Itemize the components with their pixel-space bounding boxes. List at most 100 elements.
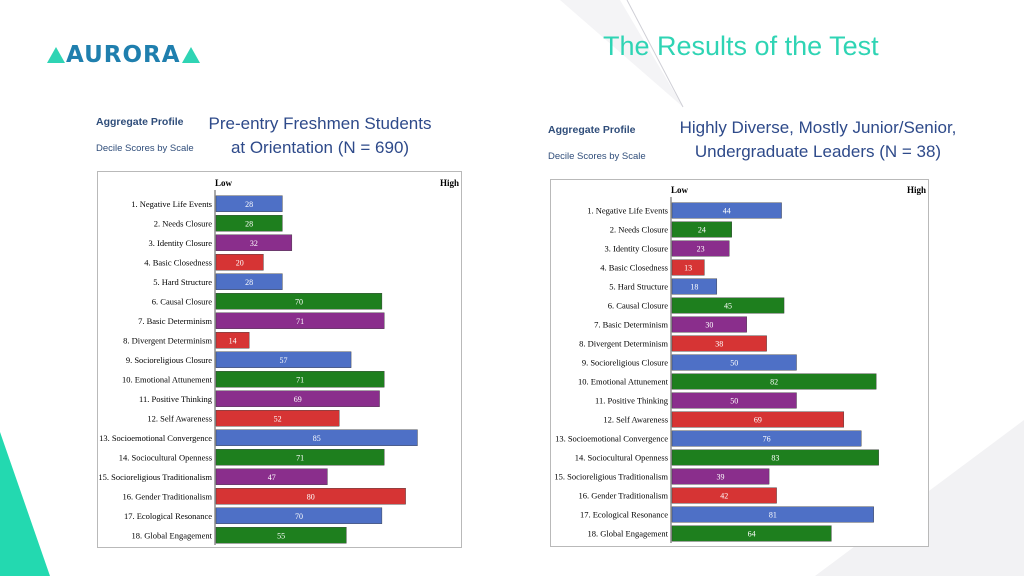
category-label: 13. Socioemotional Convergence xyxy=(555,434,668,444)
category-label: 3. Identity Closure xyxy=(604,244,668,254)
bar xyxy=(671,468,770,485)
bar-value-label: 50 xyxy=(730,397,738,406)
bar xyxy=(215,527,347,544)
bar-value-label: 82 xyxy=(770,378,778,387)
bar xyxy=(215,332,250,349)
left-chart-panel: Low High 1. Negative Life Events 28 2. Needs… xyxy=(97,171,462,548)
bar xyxy=(671,259,705,276)
bar-value-label: 28 xyxy=(245,219,253,228)
category-label: 9. Socioreligious Closure xyxy=(582,358,668,368)
bar xyxy=(215,449,385,466)
category-label: 13. Socioemotional Convergence xyxy=(99,433,212,443)
bar xyxy=(215,488,406,505)
logo-text: AURORA xyxy=(66,42,181,68)
bar-value-label: 70 xyxy=(295,512,303,521)
right-caption-line2: Undergraduate Leaders (N = 38) xyxy=(694,142,942,161)
bar xyxy=(671,487,777,504)
bar-value-label: 45 xyxy=(724,302,732,311)
bar xyxy=(215,254,264,271)
bar-value-label: 24 xyxy=(698,226,706,235)
bar xyxy=(671,525,832,542)
bar xyxy=(671,278,718,295)
bar xyxy=(215,390,380,407)
top-triangle-edge xyxy=(626,0,684,108)
axis-low-label: Low xyxy=(215,178,233,188)
category-label: 15. Socioreligious Traditionalism xyxy=(98,472,212,482)
category-label: 16. Gender Traditionalism xyxy=(579,491,669,501)
bar xyxy=(215,371,385,388)
slide-title: The Results of the Test xyxy=(603,31,879,61)
bar-value-label: 23 xyxy=(697,245,705,254)
bar-value-label: 20 xyxy=(236,258,244,267)
bar xyxy=(671,373,877,390)
left-caption-line2: at Orientation (N = 690) xyxy=(230,138,410,157)
category-label: 1. Negative Life Events xyxy=(131,199,212,209)
left-decile-scores-label: Decile Scores by Scale xyxy=(96,143,194,154)
bar-value-label: 69 xyxy=(294,395,302,404)
bar xyxy=(215,293,383,310)
bar-value-label: 71 xyxy=(296,317,304,326)
logo-triangle-icon xyxy=(181,47,200,63)
axis-high-label: High xyxy=(440,178,459,188)
bar-value-label: 30 xyxy=(705,321,713,330)
category-label: 8. Divergent Determinism xyxy=(123,335,212,345)
bar-value-label: 71 xyxy=(296,375,304,384)
bar-value-label: 71 xyxy=(296,453,304,462)
bar xyxy=(215,215,283,232)
bottom-left-triangle-decoration xyxy=(0,432,50,576)
left-caption: Pre-entry Freshmen Students at Orientati… xyxy=(186,112,454,160)
right-caption: Highly Diverse, Mostly Junior/Senior, Un… xyxy=(650,116,986,164)
bar xyxy=(671,221,732,238)
category-label: 4. Basic Closedness xyxy=(600,263,668,273)
left-bar-chart: Low High 1. Negative Life Events 28 2. Needs… xyxy=(98,178,459,545)
bar-value-label: 69 xyxy=(754,416,762,425)
category-label: 5. Hard Structure xyxy=(609,282,668,292)
right-caption-line1: Highly Diverse, Mostly Junior/Senior, xyxy=(679,118,957,137)
bar xyxy=(671,449,879,466)
category-label: 1. Negative Life Events xyxy=(587,206,668,216)
bar-value-label: 39 xyxy=(717,473,725,482)
aurora-logo: AURORA xyxy=(46,40,201,70)
bar-value-label: 47 xyxy=(268,473,276,482)
category-label: 6. Causal Closure xyxy=(152,296,212,306)
bar xyxy=(215,351,352,368)
left-aggregate-profile-label: Aggregate Profile xyxy=(96,116,184,128)
bar xyxy=(215,429,418,446)
category-label: 11. Positive Thinking xyxy=(595,396,669,406)
bar-value-label: 14 xyxy=(229,336,237,345)
bar-value-label: 13 xyxy=(684,264,692,273)
right-bar-chart: Low High 1. Negative Life Events 44 2. Needs… xyxy=(554,185,926,543)
bar xyxy=(215,273,283,290)
bar-value-label: 83 xyxy=(771,454,779,463)
bar-value-label: 42 xyxy=(720,492,728,501)
bar-value-label: 28 xyxy=(245,200,253,209)
category-label: 14. Sociocultural Openness xyxy=(119,452,212,462)
bar-value-label: 44 xyxy=(723,207,731,216)
bar-value-label: 28 xyxy=(245,278,253,287)
bar-value-label: 81 xyxy=(769,511,777,520)
bar xyxy=(671,411,845,428)
category-label: 7. Basic Determinism xyxy=(594,320,668,330)
axis-low-label: Low xyxy=(671,185,689,195)
category-label: 11. Positive Thinking xyxy=(139,394,213,404)
bar xyxy=(215,507,383,524)
bar-value-label: 50 xyxy=(730,359,738,368)
bar-value-label: 80 xyxy=(307,492,315,501)
bar xyxy=(671,335,767,352)
bar-value-label: 18 xyxy=(690,283,698,292)
bar-value-label: 64 xyxy=(748,530,756,539)
category-label: 14. Sociocultural Openness xyxy=(575,453,668,463)
bar xyxy=(671,392,797,409)
bar-value-label: 55 xyxy=(277,531,285,540)
category-label: 5. Hard Structure xyxy=(153,277,212,287)
category-label: 17. Ecological Resonance xyxy=(124,511,212,521)
bar xyxy=(215,312,385,329)
bar-value-label: 70 xyxy=(295,297,303,306)
bar xyxy=(671,430,862,447)
category-label: 9. Socioreligious Closure xyxy=(126,355,212,365)
category-label: 7. Basic Determinism xyxy=(138,316,212,326)
category-label: 4. Basic Closedness xyxy=(144,257,212,267)
logo-triangle-icon xyxy=(47,47,65,63)
right-decile-scores-label: Decile Scores by Scale xyxy=(548,151,646,162)
category-label: 6. Causal Closure xyxy=(608,301,668,311)
